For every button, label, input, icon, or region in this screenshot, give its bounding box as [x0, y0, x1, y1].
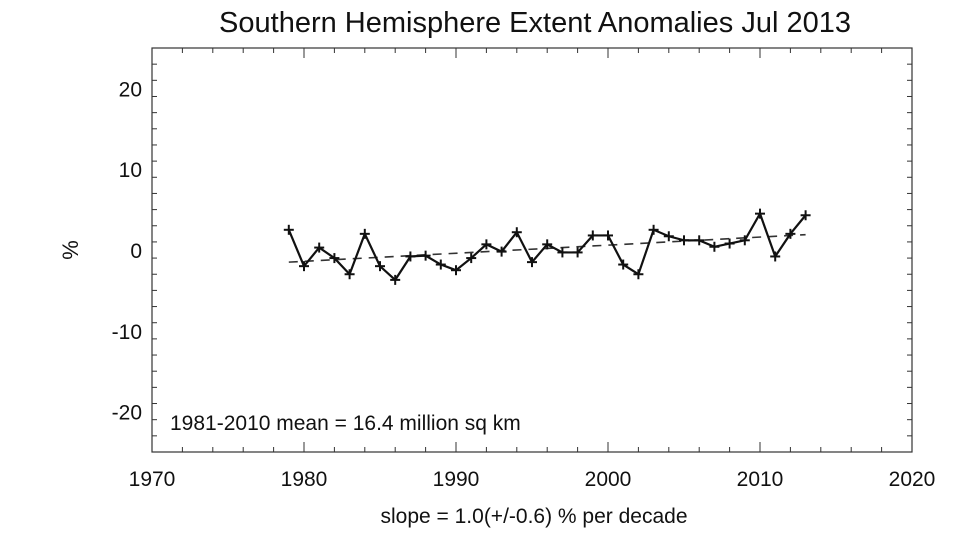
data-point	[709, 241, 720, 252]
data-point	[299, 261, 309, 272]
data-point	[679, 235, 689, 246]
data-point	[648, 224, 659, 235]
chart-title: Southern Hemisphere Extent Anomalies Jul…	[219, 7, 851, 39]
y-tick-label: -10	[112, 321, 142, 344]
x-tick-label: 2000	[585, 468, 632, 491]
y-tick-label: -20	[112, 402, 142, 425]
data-point	[451, 265, 461, 276]
x-tick-label: 2020	[889, 468, 936, 491]
data-point	[739, 235, 750, 246]
data-point	[405, 251, 416, 262]
data-point	[390, 274, 401, 285]
data-point	[603, 230, 613, 241]
data-point	[557, 247, 568, 258]
data-point	[466, 253, 477, 264]
data-point	[496, 246, 507, 257]
data-point	[755, 208, 765, 219]
y-tick-label: 0	[130, 240, 142, 263]
data-point	[587, 230, 598, 241]
x-tick-label: 1970	[129, 468, 176, 491]
data-point	[435, 259, 446, 270]
data-point	[314, 242, 325, 253]
data-point	[329, 253, 340, 264]
data-point	[542, 239, 553, 250]
x-tick-label: 1980	[281, 468, 328, 491]
data-point	[511, 227, 522, 238]
y-tick-label: 20	[119, 78, 142, 101]
data-point	[785, 228, 796, 239]
data-point	[572, 247, 583, 258]
data-point	[633, 269, 644, 280]
data-point	[663, 231, 674, 242]
mean-annotation: 1981-2010 mean = 16.4 million sq km	[170, 412, 521, 435]
y-tick-label: 10	[119, 159, 142, 182]
data-point	[283, 224, 294, 235]
slope-footer: slope = 1.0(+/-0.6) % per decade	[380, 505, 687, 528]
data-point	[344, 269, 355, 280]
x-tick-label: 1990	[433, 468, 480, 491]
data-point	[420, 250, 431, 261]
data-point	[694, 235, 705, 246]
plot-frame	[151, 47, 913, 453]
data-point	[527, 257, 537, 268]
y-axis-label: %	[58, 240, 83, 260]
data-point	[359, 228, 370, 239]
x-tick-label: 2010	[737, 468, 784, 491]
data-point	[481, 239, 492, 250]
data-point	[375, 261, 385, 272]
data-point	[618, 259, 629, 270]
data-point	[724, 238, 735, 249]
data-point	[770, 251, 781, 262]
data-point	[800, 210, 811, 221]
